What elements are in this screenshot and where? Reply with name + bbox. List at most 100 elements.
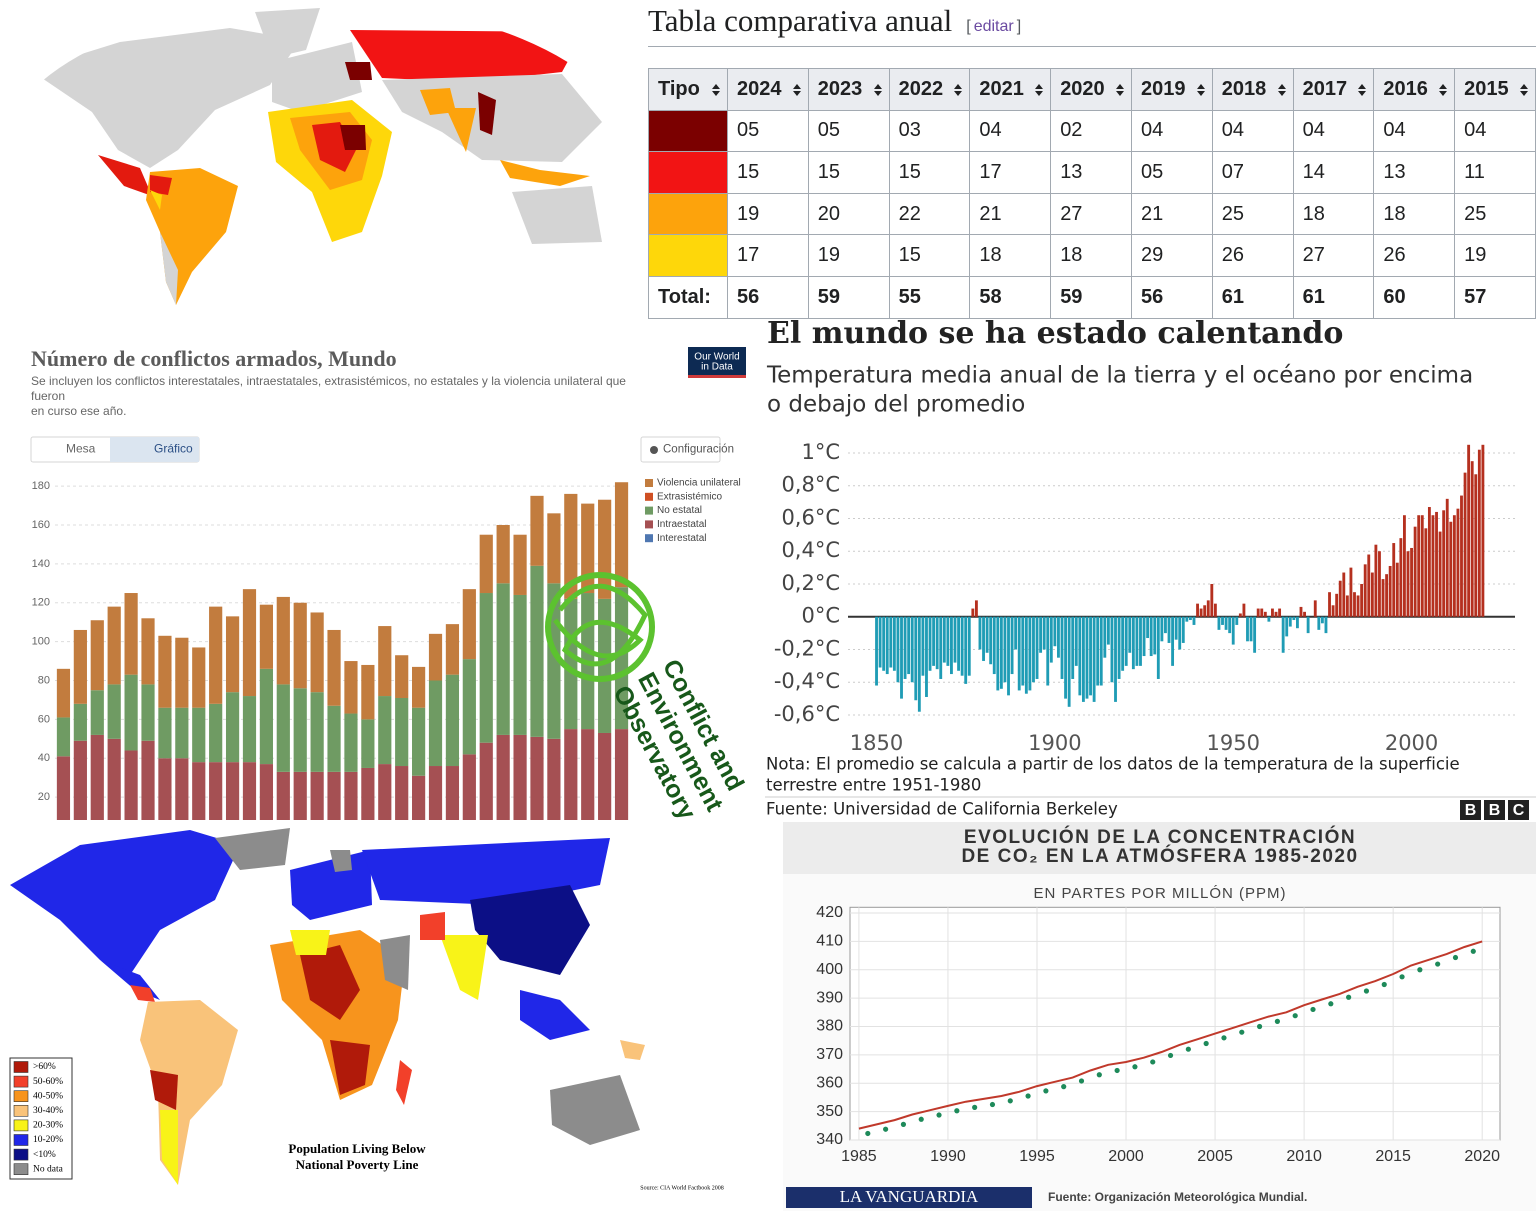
bar [1010, 616, 1014, 675]
bar [1046, 616, 1050, 686]
bar [928, 616, 932, 671]
column-header[interactable]: 2017 [1292, 68, 1375, 111]
bar [974, 600, 978, 617]
bar [1356, 595, 1360, 617]
tab[interactable]: Gráfico [154, 442, 193, 456]
chart-title: EVOLUCIÓN DE LA CONCENTRACIÓN [964, 826, 1356, 848]
x-tick-label: 1900 [1028, 731, 1081, 755]
column-header[interactable]: 2019 [1130, 68, 1213, 111]
bar [1324, 616, 1328, 634]
bar [1306, 616, 1310, 634]
x-tick-label: 1985 [841, 1148, 877, 1165]
bar [1017, 616, 1021, 691]
legend-label: Extrasistémico [657, 491, 722, 502]
bar [1210, 583, 1214, 617]
bar-segment [225, 762, 240, 820]
logo-underline [688, 375, 746, 378]
table-cell: 21 [969, 192, 1052, 236]
annual-table: Tabla comparativa anual [editar] Tipo 2024… [648, 0, 1536, 319]
column-header[interactable]: 2015 [1454, 68, 1536, 111]
settings-button[interactable]: Configuración [663, 444, 734, 456]
settings-frame[interactable] [640, 436, 721, 463]
bar-segment [209, 703, 223, 763]
y-tick-label: 0°C [801, 604, 840, 628]
legend-label: 10-20% [33, 1135, 63, 1145]
legend-swatch [13, 1075, 29, 1088]
bar-segment [513, 734, 527, 820]
co2-title-band [783, 822, 1536, 874]
table-cell: 20 [807, 192, 890, 236]
bar-segment [378, 764, 392, 820]
bar [1467, 444, 1471, 617]
table-row: 15 15 15 17 13 05 07 14 13 11 [648, 151, 1536, 194]
bar-segment [513, 594, 527, 735]
column-header[interactable]: 2021 [969, 68, 1052, 111]
data-point [1078, 1078, 1085, 1084]
bar [950, 616, 953, 675]
bar [1431, 515, 1435, 617]
table-cell: 11 [1454, 151, 1536, 194]
column-header[interactable]: 2016 [1373, 68, 1456, 111]
y-tick-label: 80 [38, 674, 50, 686]
bar [1203, 605, 1207, 617]
y-tick-label: 140 [32, 558, 50, 570]
column-header[interactable]: 2024 [727, 68, 809, 111]
legend-label: No estatal [657, 505, 702, 516]
y-tick-label: 120 [32, 597, 50, 609]
bar [1135, 616, 1139, 666]
column-header[interactable]: 2022 [888, 68, 971, 111]
bar [889, 616, 893, 668]
map-title: National Poverty Line [296, 1157, 419, 1172]
bar [910, 616, 914, 683]
column-header[interactable]: 2020 [1050, 68, 1132, 111]
bar [1299, 606, 1303, 617]
bar-segment [614, 729, 629, 820]
legend-swatch [13, 1163, 29, 1175]
bar [1028, 616, 1032, 691]
chart-note: Nota: El promedio se calcula a partir de… [766, 755, 1460, 774]
legend-swatch [13, 1119, 29, 1132]
table-cell: 05 [727, 109, 809, 153]
bar [1267, 616, 1271, 622]
bar [1142, 616, 1146, 657]
bar [1160, 616, 1164, 642]
legend-label: 20-30% [33, 1121, 63, 1131]
y-tick-label: 1°C [801, 440, 840, 464]
bar-segment [158, 707, 172, 759]
column-header[interactable]: 2018 [1211, 68, 1294, 111]
plot-frame [849, 906, 1501, 1141]
bar [1206, 600, 1210, 617]
bar-segment [378, 626, 392, 697]
bar [953, 616, 957, 663]
bar [1171, 616, 1175, 666]
bar-segment [107, 738, 121, 820]
column-header[interactable]: 2023 [807, 68, 890, 111]
y-tick-label: -0,2°C [774, 636, 840, 660]
table-row: 19 20 22 21 27 21 25 18 18 25 [648, 192, 1536, 236]
bar [999, 616, 1003, 689]
logo-text: in Data [701, 362, 733, 373]
tab[interactable]: Mesa [66, 442, 96, 456]
column-header[interactable]: Tipo [648, 68, 728, 111]
bar-segment [90, 620, 104, 691]
data-point [1114, 1067, 1120, 1074]
bar [1003, 616, 1007, 683]
data-point [1007, 1098, 1013, 1104]
chart-title: DE CO₂ EN LA ATMÓSFERA 1985-2020 [961, 845, 1358, 867]
data-point [1452, 954, 1459, 961]
bar-segment [259, 604, 273, 669]
bar [1146, 616, 1150, 639]
bar-segment [361, 664, 375, 720]
bar-segment [192, 762, 206, 820]
y-tick-label: 180 [32, 480, 50, 492]
table-cell: 04 [969, 109, 1052, 153]
bar [1410, 547, 1413, 617]
bar-segment [344, 771, 358, 820]
bar-segment [445, 766, 460, 820]
edit-link[interactable]: editar [973, 18, 1014, 35]
bar [939, 616, 943, 679]
bar [1238, 613, 1242, 617]
bar-segment [225, 616, 240, 693]
temperature-chart: El mundo se ha estado calentando Temperat… [765, 316, 1536, 820]
